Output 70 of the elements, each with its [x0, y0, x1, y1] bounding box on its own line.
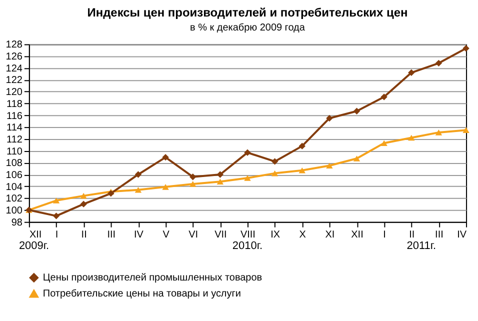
point: [380, 140, 388, 146]
text: 2010г.: [232, 240, 263, 252]
point: [271, 158, 278, 165]
x-tick-label: X: [299, 229, 306, 240]
y-tick-label: 106: [6, 170, 23, 181]
point: [408, 134, 415, 141]
x-tick-label: XI: [325, 229, 335, 240]
point: [162, 184, 169, 190]
x-tick-label: VII: [214, 229, 227, 240]
x-tick-label: II: [409, 229, 415, 240]
point: [216, 178, 224, 184]
point: [190, 181, 196, 187]
x-tick-label: VIII: [240, 229, 256, 240]
chart-subtitle: в % к декабрю 2009 года: [190, 22, 306, 34]
y-tick-label: 118: [6, 98, 23, 110]
y-tick-label: 98: [11, 217, 23, 228]
x-tick-label: I: [383, 229, 386, 240]
y-tick-label: 126: [6, 52, 23, 63]
x-tick-label: IV: [457, 229, 467, 240]
point: [353, 156, 360, 162]
point: [190, 174, 196, 180]
point: [216, 171, 224, 178]
point: [244, 175, 251, 181]
point: [462, 127, 470, 133]
point: [52, 198, 60, 204]
x-tick-label: V: [162, 229, 170, 240]
x-tick-label: III: [435, 229, 444, 240]
y-tick-label: 122: [6, 75, 23, 86]
point: [162, 154, 169, 161]
chart-title: Индексы цен производителей и потребительских цен: [87, 5, 408, 20]
y-tick-label: 108: [6, 158, 23, 170]
legend-label: Цены производителей промышленных товаров: [42, 272, 262, 284]
y-tick-label: 100: [6, 206, 23, 216]
y-tick-label: 116: [6, 110, 23, 122]
x-tick-label: XII: [351, 229, 364, 240]
point: [134, 171, 142, 178]
point: [353, 108, 360, 114]
point: [80, 192, 87, 199]
y-tick-label: 112: [6, 134, 23, 146]
point: [462, 45, 470, 52]
x-tick-label: XII: [29, 229, 42, 240]
text: 2011г.: [406, 240, 436, 252]
y-tick-label: 104: [6, 182, 23, 193]
x-tick-label: IV: [134, 229, 144, 240]
text: 2009г.: [18, 240, 50, 252]
point: [134, 186, 142, 193]
point: [326, 114, 333, 122]
point: [298, 167, 306, 174]
legend-label: Потребительские цены на товары и услуги: [42, 288, 241, 300]
point: [408, 69, 415, 76]
y-tick-label: 114: [6, 122, 23, 134]
x-tick-label: III: [107, 229, 116, 240]
x-tick-label: II: [81, 229, 87, 240]
point: [271, 170, 278, 176]
point: [298, 142, 306, 150]
y-tick-label: 124: [6, 63, 23, 74]
y-tick-label: 110: [6, 146, 23, 158]
point: [80, 200, 87, 208]
point: [435, 130, 442, 136]
y-tick-label: 120: [6, 87, 23, 98]
x-tick-label: I: [55, 229, 58, 240]
point: [244, 149, 251, 156]
x-tick-label: IX: [270, 229, 280, 240]
point: [52, 212, 60, 220]
point: [435, 60, 442, 67]
x-tick-label: VI: [188, 229, 198, 240]
y-tick-label: 102: [6, 194, 23, 205]
y-tick-label: 128: [6, 40, 23, 51]
point: [326, 162, 333, 168]
point: [380, 94, 388, 100]
